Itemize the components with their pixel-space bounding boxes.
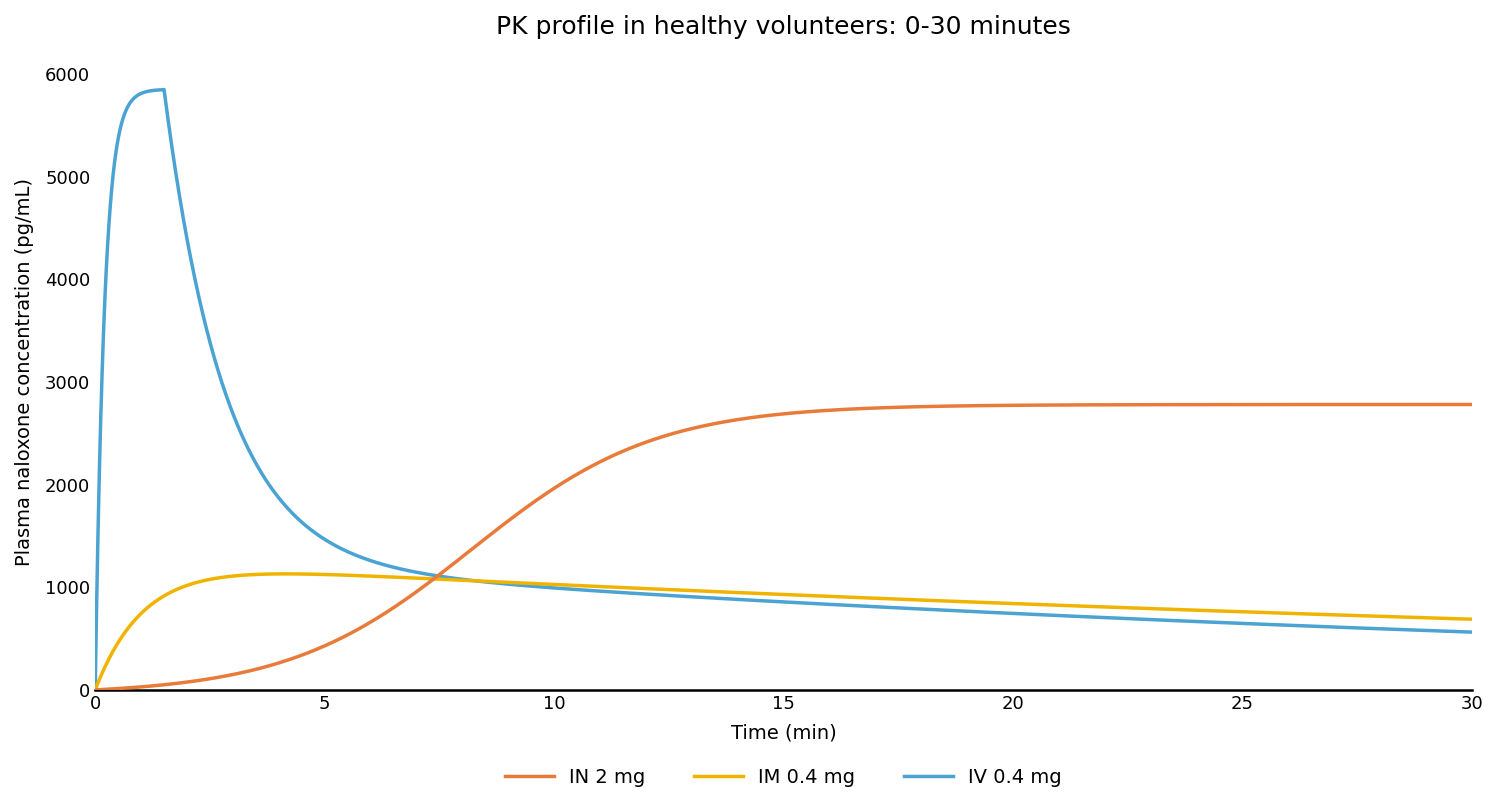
Title: PK profile in healthy volunteers: 0-30 minutes: PK profile in healthy volunteers: 0-30 m…	[496, 15, 1071, 39]
X-axis label: Time (min): Time (min)	[731, 724, 836, 743]
Legend: IN 2 mg, IM 0.4 mg, IV 0.4 mg: IN 2 mg, IM 0.4 mg, IV 0.4 mg	[497, 760, 1070, 795]
Y-axis label: Plasma naloxone concentration (pg/mL): Plasma naloxone concentration (pg/mL)	[15, 178, 34, 566]
